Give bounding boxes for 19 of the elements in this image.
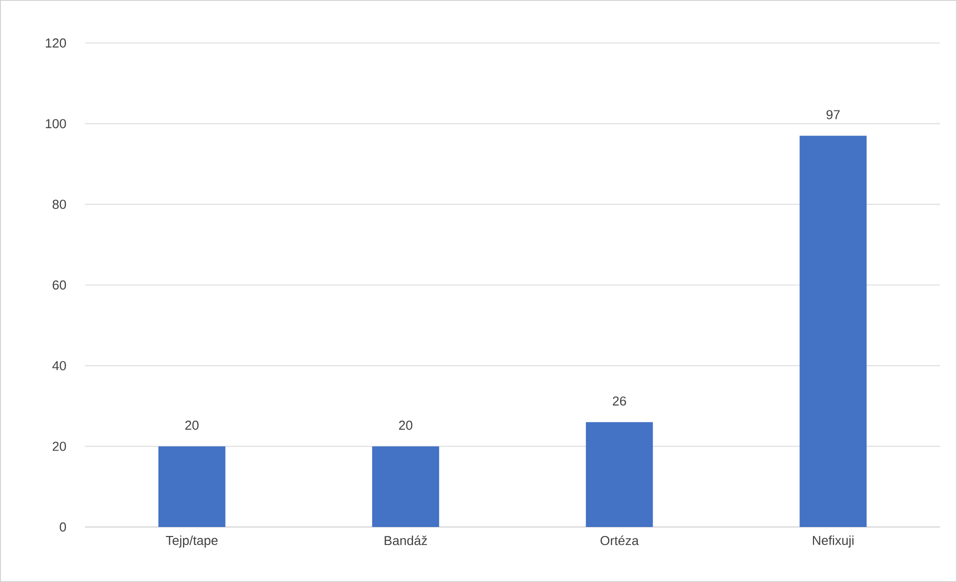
data-label: 20: [185, 420, 199, 430]
x-tick-label: Ortéza: [600, 536, 639, 546]
x-tick-label: Nefixuji: [812, 536, 854, 548]
y-tick-label: 60: [52, 280, 66, 290]
y-tick-label: 80: [52, 200, 66, 209]
y-tick-label: 120: [46, 38, 66, 48]
y-tick-label: 20: [52, 442, 66, 451]
bar: [158, 446, 226, 528]
bar: [800, 136, 867, 528]
x-tick-label: Tejp/tape: [166, 536, 218, 548]
data-label: 26: [612, 396, 626, 406]
y-tick-label: 100: [46, 119, 66, 128]
data-label: 97: [826, 110, 840, 120]
bar: [586, 422, 653, 528]
y-tick-label: 40: [52, 361, 66, 370]
bar: [372, 446, 440, 528]
x-tick-label: Bandáž: [384, 536, 427, 546]
data-label: 20: [399, 420, 412, 430]
y-tick-label: 0: [60, 522, 66, 532]
